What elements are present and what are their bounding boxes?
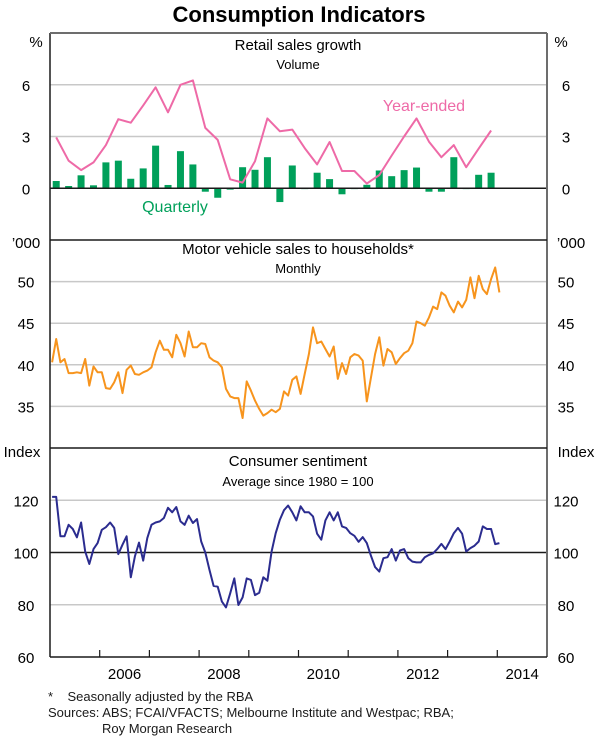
sentiment-panel-title: Consumer sentiment <box>229 453 368 470</box>
y-tick-label-left: 80 <box>18 598 35 615</box>
motor-panel-subtitle: Monthly <box>275 261 321 276</box>
chart-title: Consumption Indicators <box>173 2 426 27</box>
quarterly-bar <box>189 164 197 189</box>
y-tick-label-left: 50 <box>18 275 35 292</box>
panel-consumer-sentiment: Consumer sentiment Average since 1980 = … <box>4 444 595 667</box>
sources-line-1: Sources: ABS; FCAI/VFACTS; Melbourne Ins… <box>48 705 454 720</box>
quarterly-bar <box>276 188 284 203</box>
y-tick-label-left: 35 <box>18 399 35 416</box>
year-ended-line <box>55 79 492 185</box>
legend-year-ended: Year-ended <box>383 98 465 115</box>
y-tick-label-left: 3 <box>22 130 30 147</box>
quarterly-bar <box>487 172 495 189</box>
x-axis: 2006 2008 2010 2012 2014 <box>99 650 539 683</box>
quarterly-bar <box>176 151 184 189</box>
quarterly-bar <box>102 162 110 189</box>
motor-unit-left: ’000 <box>12 235 40 252</box>
sources-line-2: Roy Morgan Research <box>102 721 233 736</box>
retail-unit-left: % <box>29 34 42 51</box>
quarterly-bar <box>164 184 172 189</box>
quarterly-bar <box>201 188 209 192</box>
quarterly-bar <box>89 185 97 189</box>
quarterly-bar <box>400 170 408 189</box>
y-tick-label-right: 60 <box>558 650 575 667</box>
y-tick-label-left: 40 <box>18 358 35 375</box>
quarterly-bar <box>139 168 147 189</box>
retail-gridlines <box>50 84 547 138</box>
footnote: * Seasonally adjusted by the RBA <box>48 689 254 704</box>
quarterly-bars <box>52 145 495 203</box>
x-tick-label: 2006 <box>108 666 141 683</box>
sentiment-unit-left: Index <box>4 444 41 461</box>
quarterly-bar <box>338 188 346 195</box>
retail-panel-title: Retail sales growth <box>235 37 362 54</box>
quarterly-bar <box>313 172 321 189</box>
quarterly-bar <box>425 188 433 192</box>
y-tick-label-right: 80 <box>558 598 575 615</box>
y-tick-label-right: 35 <box>558 399 575 416</box>
y-tick-label-right: 50 <box>558 275 575 292</box>
quarterly-bar <box>251 169 259 189</box>
y-tick-label-right: 45 <box>558 316 575 333</box>
sentiment-panel-subtitle: Average since 1980 = 100 <box>222 474 373 489</box>
y-tick-label-left: 60 <box>18 650 35 667</box>
sentiment-gridlines <box>50 499 547 606</box>
motor-vehicle-sales-line <box>51 266 501 419</box>
panel-motor-vehicle-sales: Motor vehicle sales to households* Month… <box>12 235 585 419</box>
x-tick-label: 2010 <box>307 666 340 683</box>
quarterly-bar <box>375 170 383 189</box>
sentiment-y-tick-labels: 60 60 80 80 100 100 120 120 <box>13 493 578 667</box>
y-tick-label-right: 40 <box>558 358 575 375</box>
y-tick-label-right: 6 <box>562 78 570 95</box>
panel-retail-sales: Retail sales growth Volume % % 0 0 3 3 6 6 Qu… <box>22 34 570 216</box>
y-tick-label-left: 120 <box>13 493 38 510</box>
quarterly-bar <box>326 179 334 189</box>
y-tick-label-right: 100 <box>553 546 578 563</box>
x-tick-label: 2012 <box>406 666 439 683</box>
y-tick-label-right: 120 <box>553 493 578 510</box>
x-tick-label: 2014 <box>505 666 538 683</box>
chart-frame <box>49 32 548 658</box>
quarterly-bar <box>77 175 85 189</box>
quarterly-bar <box>450 157 458 189</box>
quarterly-bar <box>65 186 73 189</box>
y-tick-label-right: 3 <box>562 130 570 147</box>
quarterly-bar <box>152 145 160 189</box>
motor-panel-title: Motor vehicle sales to households* <box>182 241 414 258</box>
consumer-sentiment-line <box>52 495 500 609</box>
quarterly-bar <box>214 188 222 198</box>
retail-panel-subtitle: Volume <box>276 57 319 72</box>
quarterly-bar <box>288 165 296 189</box>
motor-unit-right: ’000 <box>557 235 585 252</box>
legend-quarterly: Quarterly <box>142 199 208 216</box>
y-tick-label-left: 45 <box>18 316 35 333</box>
quarterly-bar <box>475 174 483 189</box>
retail-y-tick-labels: 0 0 3 3 6 6 <box>22 78 570 199</box>
y-tick-label-left: 0 <box>22 181 30 198</box>
motor-y-tick-labels: 35 35 40 40 45 45 50 50 <box>18 275 575 417</box>
quarterly-bar <box>363 184 371 189</box>
y-tick-label-left: 6 <box>22 78 30 95</box>
quarterly-bar <box>437 188 445 192</box>
y-tick-label-left: 100 <box>13 546 38 563</box>
quarterly-bar <box>114 160 122 189</box>
sentiment-unit-right: Index <box>558 444 595 461</box>
quarterly-bar <box>263 157 271 189</box>
quarterly-bar <box>127 178 135 189</box>
retail-unit-right: % <box>554 34 567 51</box>
motor-gridlines <box>50 280 547 408</box>
quarterly-bar <box>388 176 396 189</box>
y-tick-label-right: 0 <box>562 181 570 198</box>
quarterly-bar <box>52 181 60 189</box>
quarterly-bar <box>239 167 247 189</box>
x-tick-label: 2008 <box>207 666 240 683</box>
quarterly-bar <box>413 167 421 189</box>
